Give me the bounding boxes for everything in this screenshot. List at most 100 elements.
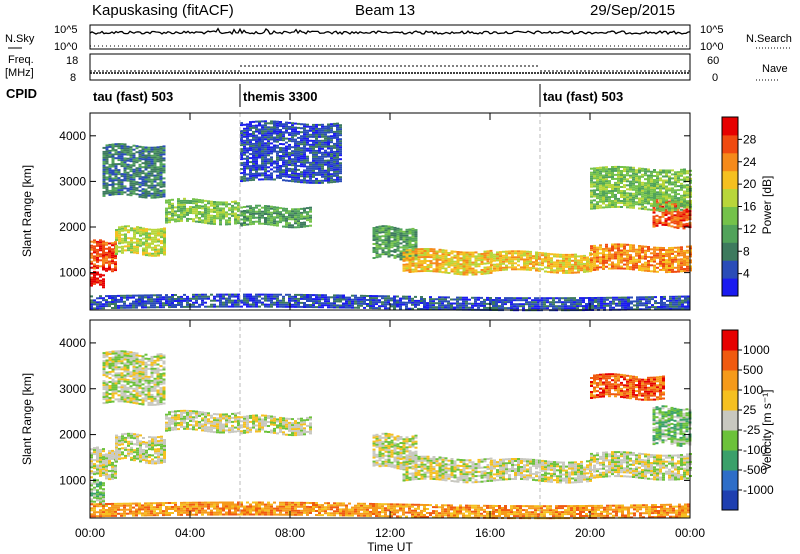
power-cell <box>526 250 529 253</box>
power-cell <box>300 139 303 142</box>
power-cell <box>441 298 444 301</box>
power-cell <box>234 305 237 308</box>
power-cell <box>213 209 216 211</box>
power-cell <box>687 307 690 310</box>
power-cell <box>162 165 166 168</box>
power-cell <box>405 257 409 260</box>
power-cell <box>288 137 291 140</box>
power-cell <box>673 226 677 229</box>
power-cell <box>590 205 593 208</box>
power-cell <box>297 168 300 171</box>
power-cell <box>96 281 99 284</box>
power-cell <box>148 228 151 231</box>
power-cell <box>144 304 147 307</box>
power-cell <box>138 171 142 174</box>
power-cell <box>243 220 246 222</box>
power-cell <box>459 257 463 260</box>
power-cell <box>517 268 520 271</box>
power-cell <box>556 269 559 272</box>
power-cell <box>114 241 117 244</box>
power-cell <box>300 301 303 304</box>
power-cell <box>532 257 535 260</box>
power-cell <box>303 175 306 178</box>
power-cell <box>160 228 163 231</box>
power-cell <box>351 300 354 303</box>
power-cell <box>546 299 549 302</box>
power-cell <box>118 238 121 241</box>
power-cell <box>225 205 228 208</box>
power-cell <box>321 143 324 146</box>
power-cell <box>258 212 261 215</box>
power-cell <box>605 172 608 175</box>
power-cell <box>378 301 381 304</box>
power-cell <box>396 255 400 258</box>
power-cell <box>240 158 243 161</box>
power-cell <box>168 304 171 307</box>
power-cell <box>390 240 394 243</box>
power-cell <box>174 214 177 217</box>
power-cell <box>623 196 626 199</box>
power-cell <box>327 147 330 150</box>
power-cell <box>93 249 96 252</box>
power-cell <box>160 232 163 235</box>
power-cell <box>261 172 264 175</box>
power-cell <box>336 128 339 131</box>
power-cell <box>252 146 255 149</box>
power-cell <box>171 306 174 308</box>
power-cell <box>156 196 160 199</box>
power-cell <box>300 211 303 214</box>
power-cell <box>375 303 378 306</box>
power-cell <box>297 220 300 223</box>
power-cell <box>498 299 501 302</box>
power-cell <box>321 159 324 162</box>
power-cell <box>309 208 312 211</box>
power-cell <box>99 281 102 284</box>
power-cell <box>300 175 303 178</box>
power-cell <box>204 211 207 214</box>
power-cell <box>333 302 336 305</box>
power-cell <box>303 171 306 174</box>
power-cell <box>102 174 106 177</box>
power-cell <box>593 167 596 170</box>
power-cell <box>675 307 678 310</box>
power-cell <box>318 171 321 174</box>
power-cell <box>577 263 580 266</box>
power-cell <box>291 299 294 302</box>
power-cell <box>677 270 680 273</box>
power-cell <box>618 302 621 305</box>
power-cell <box>318 302 321 305</box>
power-cell <box>417 248 421 251</box>
power-cell <box>480 261 484 263</box>
power-cell <box>426 308 429 311</box>
power-cell <box>522 299 525 302</box>
power-cell <box>270 215 273 218</box>
power-cell <box>687 303 690 306</box>
power-cell <box>417 266 421 269</box>
power-cell <box>132 178 136 181</box>
power-cell <box>624 302 627 305</box>
power-cell <box>291 303 294 306</box>
power-cell <box>617 185 620 188</box>
power-cell <box>567 299 570 302</box>
power-cell <box>105 257 108 260</box>
power-cell <box>129 156 133 159</box>
power-cell <box>309 216 312 219</box>
power-cell <box>243 141 246 144</box>
power-cell <box>132 164 136 167</box>
power-cell <box>378 299 381 302</box>
power-cell <box>111 145 115 148</box>
power-cell <box>614 193 617 196</box>
power-cell <box>662 171 665 174</box>
power-cell <box>279 133 282 135</box>
power-cell <box>535 269 538 272</box>
power-cell <box>264 130 267 133</box>
power-cell <box>142 229 145 232</box>
power-cell <box>411 256 415 259</box>
power-cell <box>644 263 647 266</box>
power-cell <box>159 302 162 305</box>
power-cell <box>441 251 445 254</box>
power-cell <box>474 304 477 307</box>
power-cell <box>267 136 270 139</box>
power-cell <box>252 120 255 123</box>
power-cell <box>342 302 345 305</box>
